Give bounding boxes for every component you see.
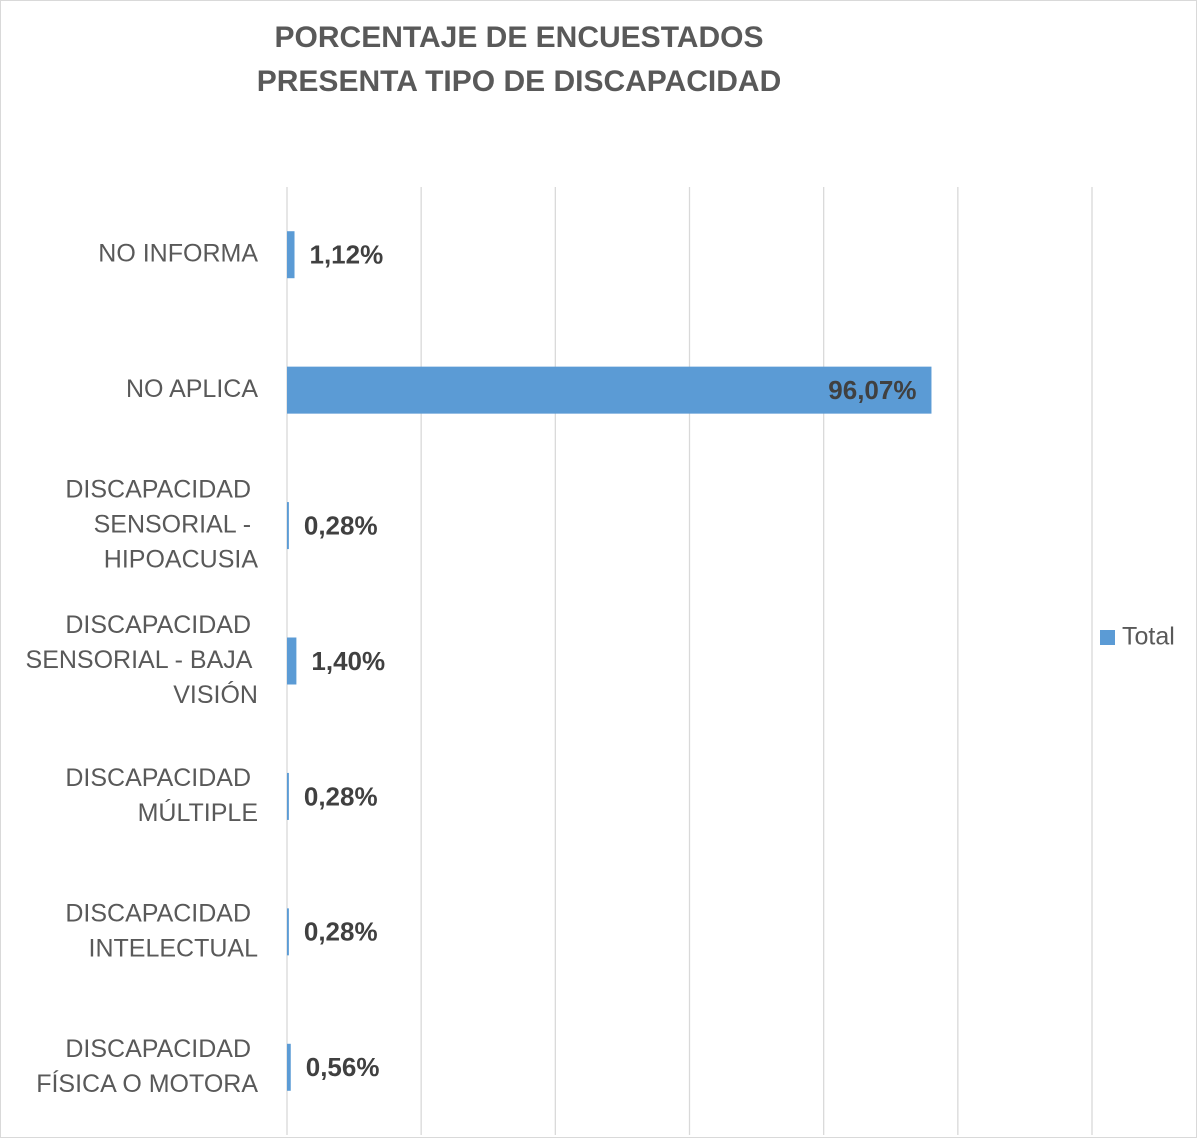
- chart-title: PORCENTAJE DE ENCUESTADOS: [275, 21, 764, 54]
- bar: [287, 637, 297, 685]
- y-tick-label: DISCAPACIDAD MÚLTIPLE: [65, 764, 258, 827]
- legend-swatch: [1100, 630, 1115, 645]
- bar: [287, 231, 295, 279]
- bar: [287, 1043, 291, 1091]
- legend-label: Total: [1122, 623, 1175, 651]
- y-tick-label: DISCAPACIDAD FÍSICA O MOTORA: [36, 1034, 258, 1097]
- data-label: 1,40%: [311, 646, 385, 676]
- bar: [287, 772, 289, 820]
- data-label: 0,56%: [306, 1052, 380, 1082]
- chart-title: PRESENTA TIPO DE DISCAPACIDAD: [257, 65, 782, 98]
- data-label: 0,28%: [304, 917, 378, 947]
- y-tick-label: DISCAPACIDAD SENSORIAL - BAJA VISIÓN: [26, 611, 258, 709]
- data-label: 1,12%: [310, 240, 384, 270]
- y-tick-label: DISCAPACIDAD INTELECTUAL: [65, 899, 258, 962]
- bar: [287, 502, 289, 550]
- y-tick-label: NO APLICA: [126, 375, 258, 403]
- y-tick-label: NO INFORMA: [98, 239, 258, 267]
- data-label: 96,07%: [828, 375, 916, 405]
- data-label: 0,28%: [304, 510, 378, 540]
- bar: [287, 908, 289, 956]
- y-tick-label: DISCAPACIDAD SENSORIAL - HIPOACUSIA: [65, 475, 258, 573]
- data-label: 0,28%: [304, 781, 378, 811]
- bar: [287, 366, 932, 414]
